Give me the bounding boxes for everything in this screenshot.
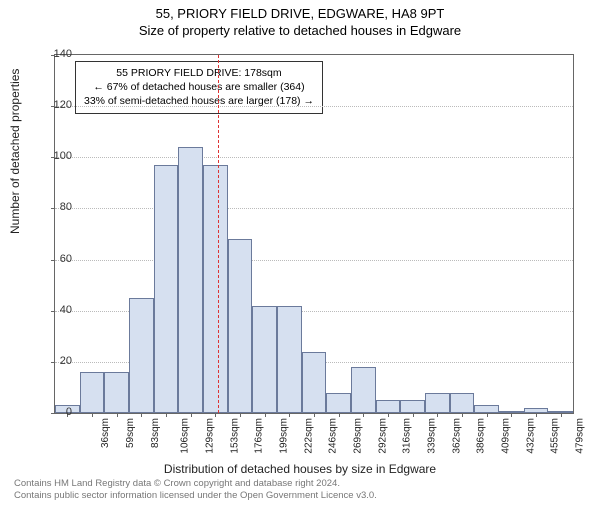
xtick-mark (487, 413, 488, 417)
histogram-bar (376, 400, 401, 413)
xtick-mark (92, 413, 93, 417)
footer-attribution: Contains HM Land Registry data © Crown c… (14, 478, 377, 502)
xtick-mark (191, 413, 192, 417)
xtick-mark (561, 413, 562, 417)
chart-title-line2: Size of property relative to detached ho… (0, 23, 600, 38)
xtick-label: 222sqm (303, 418, 314, 454)
xtick-mark (166, 413, 167, 417)
xtick-mark (511, 413, 512, 417)
xtick-mark (314, 413, 315, 417)
xtick-mark (437, 413, 438, 417)
histogram-bar (203, 165, 228, 413)
xtick-label: 455sqm (550, 418, 561, 454)
xtick-mark (289, 413, 290, 417)
xtick-mark (240, 413, 241, 417)
ytick-label: 140 (32, 48, 72, 60)
xtick-label: 269sqm (353, 418, 364, 454)
y-axis-label: Number of detached properties (8, 69, 22, 234)
xtick-mark (388, 413, 389, 417)
histogram-bar (400, 400, 425, 413)
histogram-bar (326, 393, 351, 413)
info-line1: 55 PRIORY FIELD DRIVE: 178sqm (84, 66, 314, 80)
xtick-label: 339sqm (427, 418, 438, 454)
histogram-bar (252, 306, 277, 413)
histogram-bar (228, 239, 253, 413)
xtick-label: 199sqm (279, 418, 290, 454)
histogram-bar (178, 147, 203, 413)
plot-area: 55 PRIORY FIELD DRIVE: 178sqm ← 67% of d… (54, 54, 574, 414)
footer-line2: Contains public sector information licen… (14, 490, 377, 502)
xtick-mark (265, 413, 266, 417)
xtick-mark (339, 413, 340, 417)
histogram-bar (80, 372, 105, 413)
xtick-label: 246sqm (328, 418, 339, 454)
xtick-label: 292sqm (377, 418, 388, 454)
ytick-label: 60 (32, 253, 72, 265)
xtick-mark (117, 413, 118, 417)
xtick-label: 36sqm (100, 418, 111, 448)
xtick-label: 153sqm (229, 418, 240, 454)
histogram-bar (302, 352, 327, 413)
histogram-bar (425, 393, 450, 413)
xtick-label: 409sqm (501, 418, 512, 454)
histogram-bar (277, 306, 302, 413)
ytick-label: 0 (32, 406, 72, 418)
chart-container: 55, PRIORY FIELD DRIVE, EDGWARE, HA8 9PT… (0, 6, 600, 506)
chart-title-line1: 55, PRIORY FIELD DRIVE, EDGWARE, HA8 9PT (0, 6, 600, 21)
xtick-mark (413, 413, 414, 417)
xtick-mark (462, 413, 463, 417)
gridline (55, 106, 573, 107)
histogram-bar (351, 367, 376, 413)
gridline (55, 260, 573, 261)
gridline (55, 208, 573, 209)
xtick-label: 386sqm (476, 418, 487, 454)
xtick-label: 176sqm (254, 418, 265, 454)
x-axis-label: Distribution of detached houses by size … (0, 462, 600, 476)
info-line2: ← 67% of detached houses are smaller (36… (84, 80, 314, 94)
gridline (55, 157, 573, 158)
ytick-label: 120 (32, 99, 72, 111)
xtick-mark (141, 413, 142, 417)
ytick-label: 100 (32, 150, 72, 162)
histogram-bar (154, 165, 179, 413)
histogram-bar (129, 298, 154, 413)
xtick-label: 129sqm (205, 418, 216, 454)
xtick-label: 106sqm (180, 418, 191, 454)
xtick-label: 83sqm (150, 418, 161, 448)
xtick-label: 432sqm (525, 418, 536, 454)
histogram-bar (450, 393, 475, 413)
xtick-mark (363, 413, 364, 417)
xtick-label: 59sqm (125, 418, 136, 448)
xtick-label: 479sqm (575, 418, 586, 454)
ytick-label: 80 (32, 201, 72, 213)
xtick-mark (536, 413, 537, 417)
xtick-label: 316sqm (402, 418, 413, 454)
ytick-label: 20 (32, 355, 72, 367)
histogram-bar (104, 372, 129, 413)
ytick-label: 40 (32, 304, 72, 316)
xtick-mark (215, 413, 216, 417)
marker-line (218, 55, 219, 413)
xtick-label: 362sqm (451, 418, 462, 454)
footer-line1: Contains HM Land Registry data © Crown c… (14, 478, 377, 490)
histogram-bar (474, 405, 499, 413)
